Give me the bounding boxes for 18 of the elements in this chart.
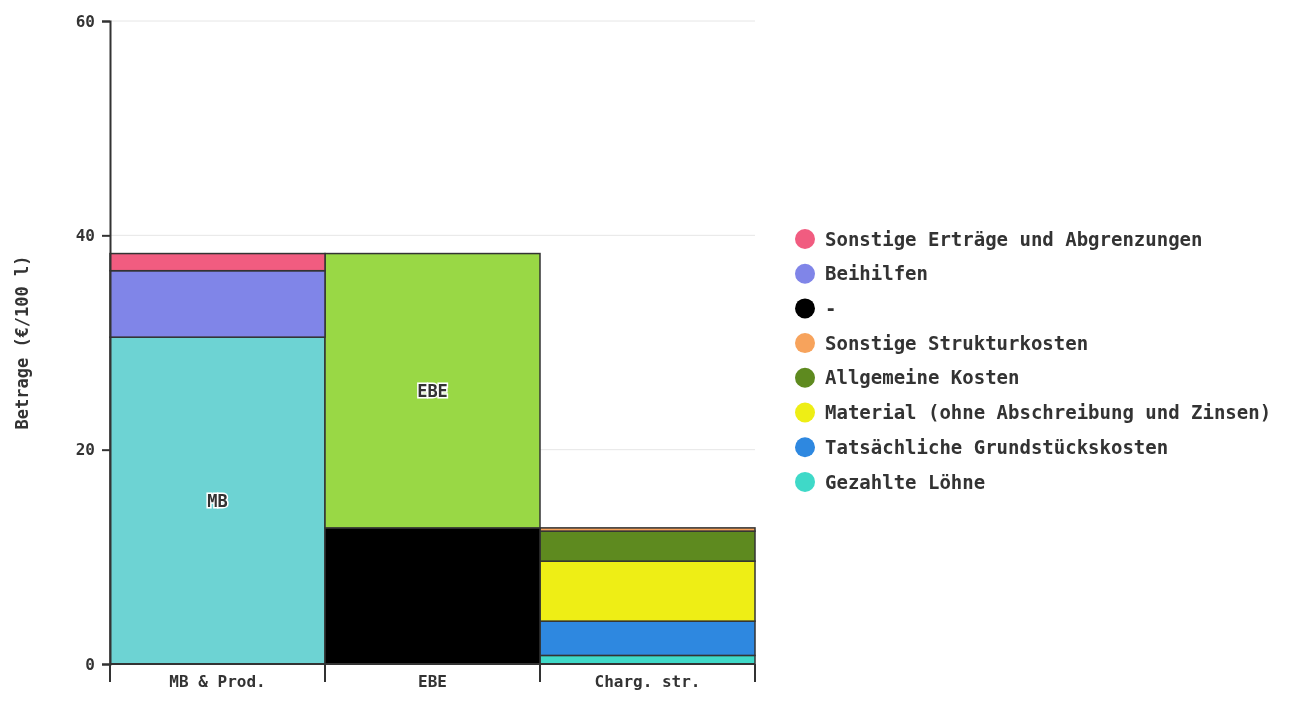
y-axis-title: Betrage (€/100 l) xyxy=(12,255,32,430)
y-tick-label: 20 xyxy=(75,440,95,460)
legend-label: Beihilfen xyxy=(825,262,928,285)
legend-label: Allgemeine Kosten xyxy=(825,366,1020,389)
x-tick-label: EBE xyxy=(418,672,447,692)
legend-label: Sonstige Erträge und Abgrenzungen xyxy=(825,227,1203,250)
y-tick-label: 0 xyxy=(85,654,95,674)
y-tick-label: 60 xyxy=(75,11,95,31)
x-tick-label: MB & Prod. xyxy=(169,672,266,692)
legend-label: Tatsächliche Grundstückskosten xyxy=(825,435,1169,458)
legend-label: Material (ohne Abschreibung und Zinsen) xyxy=(825,401,1272,424)
legend-label: Gezahlte Löhne xyxy=(825,470,986,493)
legend-label: - xyxy=(825,297,837,320)
annotation: MB xyxy=(207,490,228,511)
x-tick-label: Charg. str. xyxy=(594,672,701,692)
annotation: EBE xyxy=(417,380,448,401)
legend-label: Sonstige Strukturkosten xyxy=(825,331,1089,354)
y-tick-label: 40 xyxy=(75,225,95,245)
